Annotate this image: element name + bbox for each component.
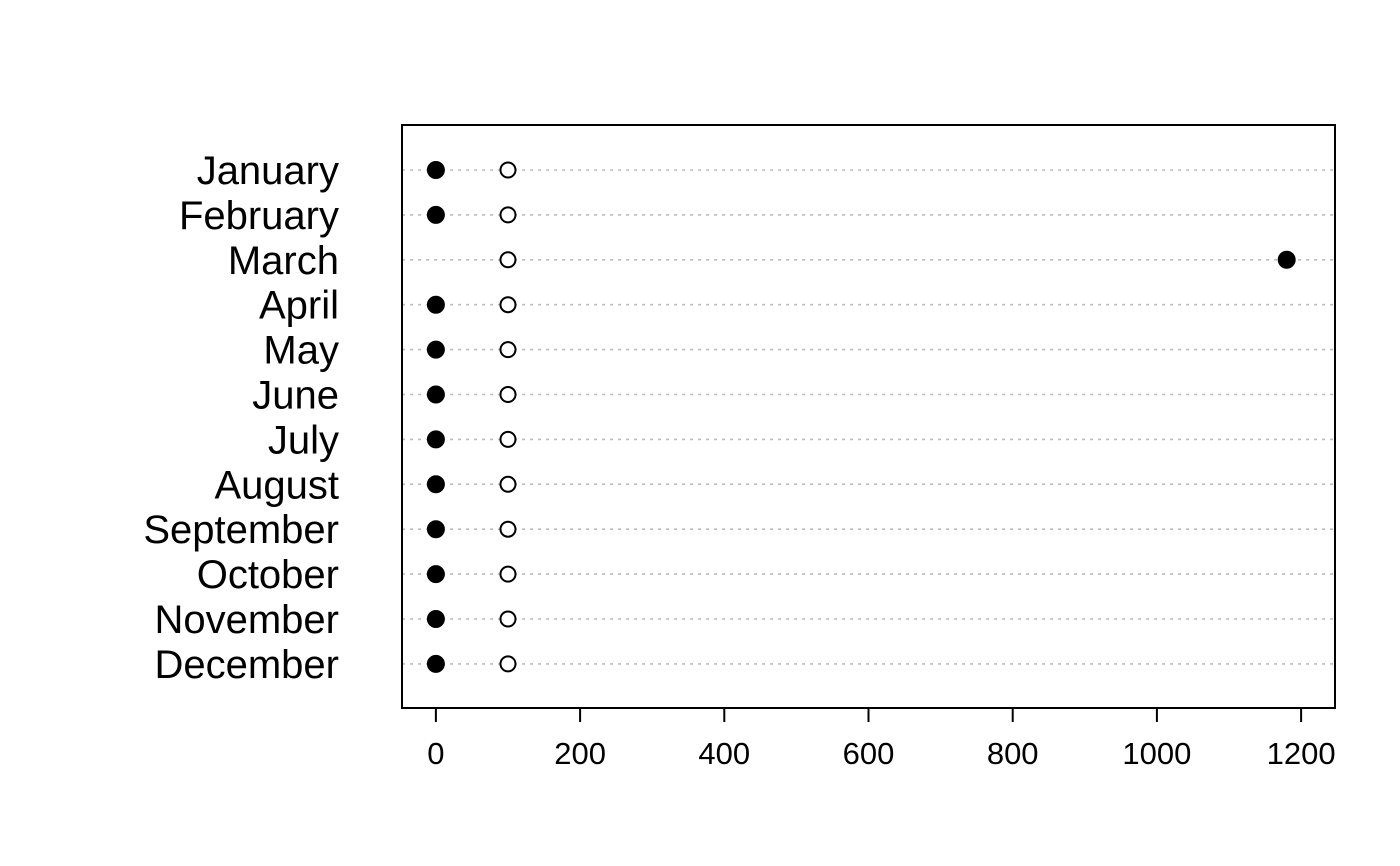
filled-point bbox=[426, 565, 445, 584]
open-point bbox=[499, 386, 517, 403]
open-point bbox=[499, 565, 517, 583]
open-point bbox=[499, 341, 517, 359]
x-tick-label: 400 bbox=[698, 736, 750, 771]
category-label: August bbox=[214, 463, 339, 507]
filled-point bbox=[426, 430, 445, 449]
filled-point bbox=[426, 475, 445, 494]
x-tick-label: 800 bbox=[987, 736, 1039, 771]
x-tick-label: 1200 bbox=[1267, 736, 1336, 771]
category-label: May bbox=[263, 329, 339, 373]
filled-point bbox=[426, 610, 445, 628]
category-label: February bbox=[179, 194, 339, 238]
category-label: November bbox=[154, 598, 339, 642]
x-axis: 0 200 400 600 800 1000 1200 bbox=[427, 707, 1336, 771]
filled-point bbox=[426, 654, 445, 673]
category-label: June bbox=[252, 374, 339, 418]
filled-point bbox=[426, 520, 445, 539]
open-point bbox=[499, 610, 517, 628]
x-tick-label: 1000 bbox=[1122, 736, 1191, 771]
category-label: September bbox=[143, 508, 339, 552]
open-point bbox=[499, 520, 517, 538]
data-points bbox=[426, 161, 1296, 673]
open-point bbox=[499, 206, 517, 224]
open-point bbox=[499, 296, 517, 314]
category-labels: JanuaryFebruaryMarchAprilMayJuneJulyAugu… bbox=[143, 149, 339, 687]
open-point bbox=[499, 430, 517, 448]
open-point bbox=[499, 655, 517, 673]
open-point bbox=[499, 161, 517, 179]
category-label: October bbox=[197, 553, 339, 597]
category-label: January bbox=[197, 149, 339, 193]
category-label: July bbox=[268, 418, 339, 462]
filled-point bbox=[426, 295, 445, 314]
filled-point bbox=[426, 161, 445, 179]
filled-point bbox=[426, 205, 445, 224]
x-tick-label: 200 bbox=[554, 736, 606, 771]
x-tick-label: 0 bbox=[427, 736, 444, 771]
filled-point bbox=[426, 385, 445, 404]
open-point bbox=[499, 251, 517, 269]
filled-point bbox=[1277, 250, 1296, 269]
open-point bbox=[499, 475, 517, 493]
x-tick-label: 600 bbox=[843, 736, 895, 771]
category-label: December bbox=[154, 643, 339, 687]
grid-lines bbox=[402, 169, 1335, 665]
plot-frame bbox=[401, 124, 1336, 709]
category-label: April bbox=[259, 284, 339, 328]
filled-point bbox=[426, 340, 445, 359]
category-label: March bbox=[228, 239, 339, 283]
